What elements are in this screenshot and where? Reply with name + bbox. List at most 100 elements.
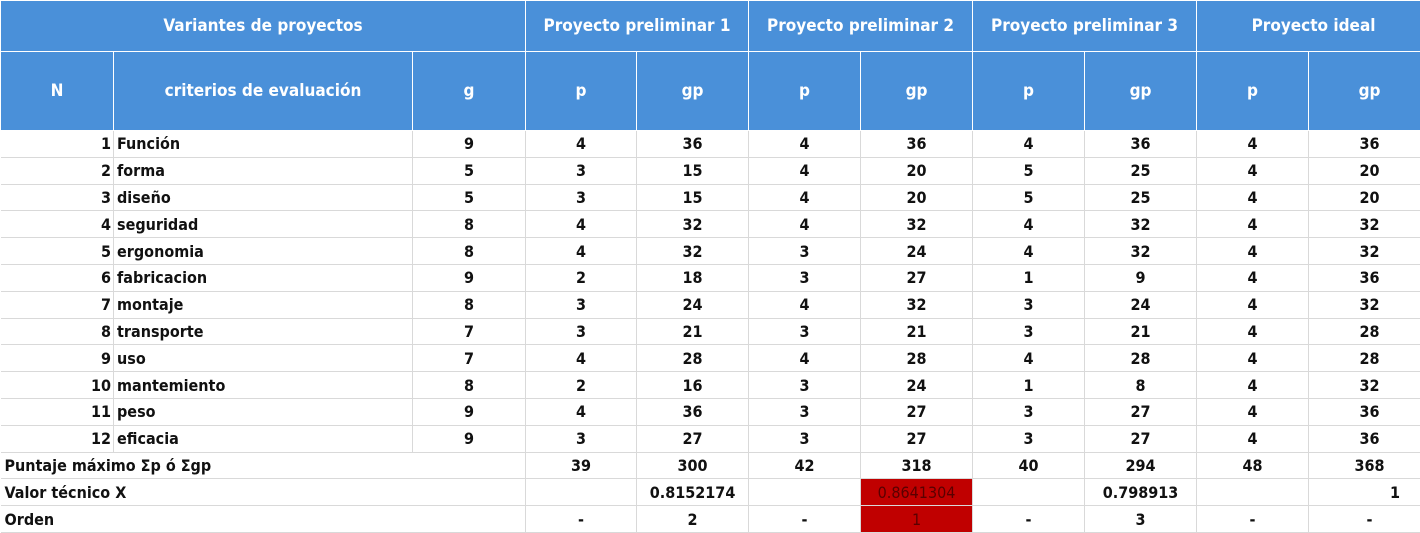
cell-gpi[interactable]: 36 [1309,425,1420,452]
cell-p2[interactable]: 3 [749,318,861,345]
cell-p3[interactable]: 3 [973,318,1085,345]
cell-pi[interactable]: 4 [1197,398,1309,425]
cell-gp2[interactable]: 24 [861,372,973,399]
cell-criterion[interactable]: mantemiento [114,372,413,399]
cell-g[interactable]: 8 [413,291,526,318]
cell-criterion[interactable]: eficacia [114,425,413,452]
cell-n[interactable]: 10 [1,372,114,399]
cell-gpi[interactable]: 28 [1309,345,1420,372]
pi-header[interactable]: p [1197,52,1309,131]
cell-gp1[interactable]: 24 [637,291,749,318]
criteria-header[interactable]: criterios de evaluación [114,52,413,131]
cell-gp3[interactable]: 9 [1085,264,1197,291]
cell-p2[interactable]: 3 [749,372,861,399]
cell-criterion[interactable]: ergonomia [114,238,413,265]
cell-g[interactable]: 7 [413,318,526,345]
cell-criterion[interactable]: peso [114,398,413,425]
technical-p2[interactable] [749,479,861,506]
cell-p2[interactable]: 4 [749,211,861,238]
cell-pi[interactable]: 4 [1197,211,1309,238]
gp1-header[interactable]: gp [637,52,749,131]
cell-pi[interactable]: 4 [1197,131,1309,158]
cell-pi[interactable]: 4 [1197,184,1309,211]
cell-p2[interactable]: 4 [749,345,861,372]
cell-p3[interactable]: 4 [973,238,1085,265]
cell-pi[interactable]: 4 [1197,238,1309,265]
order-pi[interactable]: - [1197,506,1309,533]
totals-gpi[interactable]: 368 [1309,452,1420,479]
cell-p2[interactable]: 4 [749,157,861,184]
gp2-header[interactable]: gp [861,52,973,131]
cell-criterion[interactable]: diseño [114,184,413,211]
cell-n[interactable]: 11 [1,398,114,425]
cell-gp2[interactable]: 32 [861,211,973,238]
cell-g[interactable]: 9 [413,264,526,291]
cell-p2[interactable]: 4 [749,131,861,158]
p2-header[interactable]: p [749,52,861,131]
p1-header[interactable]: p [526,52,637,131]
cell-g[interactable]: 5 [413,184,526,211]
cell-pi[interactable]: 4 [1197,264,1309,291]
gp3-header[interactable]: gp [1085,52,1197,131]
cell-gp3[interactable]: 21 [1085,318,1197,345]
cell-criterion[interactable]: fabricacion [114,264,413,291]
cell-gp1[interactable]: 32 [637,238,749,265]
cell-p1[interactable]: 3 [526,318,637,345]
cell-gpi[interactable]: 20 [1309,184,1420,211]
totals-pi[interactable]: 48 [1197,452,1309,479]
cell-n[interactable]: 8 [1,318,114,345]
cell-pi[interactable]: 4 [1197,291,1309,318]
cell-gp3[interactable]: 25 [1085,157,1197,184]
cell-p3[interactable]: 5 [973,184,1085,211]
cell-n[interactable]: 9 [1,345,114,372]
cell-p1[interactable]: 3 [526,425,637,452]
cell-n[interactable]: 3 [1,184,114,211]
cell-gp1[interactable]: 21 [637,318,749,345]
cell-p2[interactable]: 3 [749,264,861,291]
cell-p2[interactable]: 3 [749,398,861,425]
cell-gp2[interactable]: 21 [861,318,973,345]
cell-gp2[interactable]: 27 [861,398,973,425]
order-gpi[interactable]: - [1309,506,1420,533]
cell-p1[interactable]: 4 [526,211,637,238]
cell-p2[interactable]: 3 [749,238,861,265]
cell-p3[interactable]: 4 [973,345,1085,372]
cell-gp2[interactable]: 24 [861,238,973,265]
cell-g[interactable]: 8 [413,238,526,265]
totals-p3[interactable]: 40 [973,452,1085,479]
cell-g[interactable]: 9 [413,398,526,425]
cell-pi[interactable]: 4 [1197,318,1309,345]
cell-p2[interactable]: 4 [749,291,861,318]
cell-gp1[interactable]: 15 [637,157,749,184]
technical-p3[interactable] [973,479,1085,506]
cell-gpi[interactable]: 28 [1309,318,1420,345]
cell-g[interactable]: 9 [413,131,526,158]
cell-gp3[interactable]: 36 [1085,131,1197,158]
cell-criterion[interactable]: seguridad [114,211,413,238]
cell-g[interactable]: 8 [413,372,526,399]
cell-gp2[interactable]: 27 [861,264,973,291]
cell-criterion[interactable]: uso [114,345,413,372]
cell-n[interactable]: 2 [1,157,114,184]
cell-p3[interactable]: 5 [973,157,1085,184]
variants-header[interactable]: Variantes de proyectos [1,1,526,52]
cell-gp2[interactable]: 20 [861,184,973,211]
totals-gp2[interactable]: 318 [861,452,973,479]
order-p2[interactable]: - [749,506,861,533]
totals-p2[interactable]: 42 [749,452,861,479]
cell-gp1[interactable]: 27 [637,425,749,452]
cell-gp1[interactable]: 28 [637,345,749,372]
cell-gp1[interactable]: 36 [637,398,749,425]
cell-p3[interactable]: 1 [973,264,1085,291]
cell-p3[interactable]: 1 [973,372,1085,399]
cell-p3[interactable]: 4 [973,131,1085,158]
technical-gpi[interactable]: 1 [1309,479,1420,506]
cell-p1[interactable]: 3 [526,291,637,318]
cell-gp1[interactable]: 36 [637,131,749,158]
gpi-header[interactable]: gp [1309,52,1420,131]
cell-p3[interactable]: 4 [973,211,1085,238]
technical-label[interactable]: Valor técnico X [1,479,526,506]
technical-p1[interactable] [526,479,637,506]
totals-gp1[interactable]: 300 [637,452,749,479]
cell-gpi[interactable]: 36 [1309,398,1420,425]
